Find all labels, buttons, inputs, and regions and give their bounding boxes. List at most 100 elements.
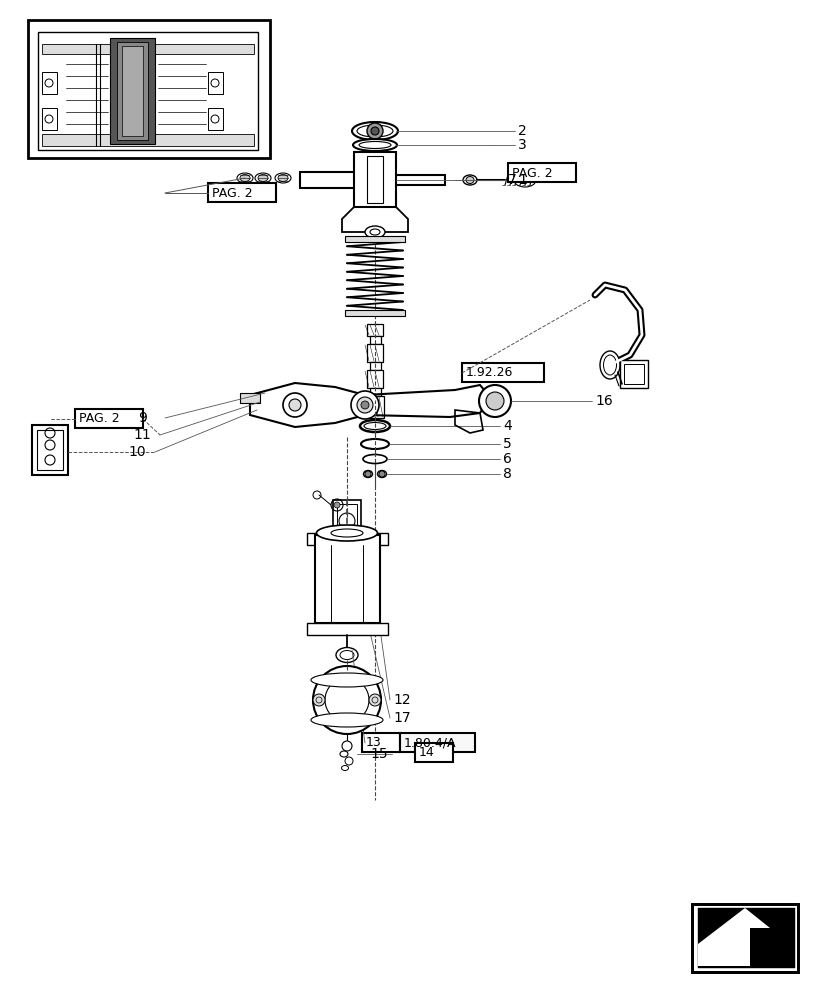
Bar (345, 236, 404, 242)
Ellipse shape (363, 471, 372, 478)
Circle shape (313, 666, 380, 734)
Bar (307, 533, 388, 545)
Bar (366, 344, 383, 362)
Bar (414, 743, 452, 762)
Text: 17: 17 (393, 711, 410, 725)
Circle shape (479, 385, 510, 417)
Ellipse shape (278, 175, 288, 182)
Text: 2: 2 (518, 124, 526, 138)
Bar (691, 904, 797, 972)
Text: 13: 13 (366, 736, 381, 750)
Bar (366, 324, 383, 336)
Text: 3: 3 (518, 138, 526, 152)
Circle shape (366, 123, 383, 139)
Bar (691, 904, 797, 972)
Circle shape (379, 471, 385, 477)
Bar (624, 364, 643, 384)
Bar (366, 396, 384, 418)
Bar (32, 425, 68, 475)
Text: 1.92.26: 1.92.26 (466, 366, 513, 379)
Bar (370, 362, 380, 370)
Bar (619, 360, 648, 388)
Circle shape (345, 757, 352, 765)
Circle shape (361, 401, 369, 409)
Ellipse shape (365, 226, 385, 238)
Bar (366, 370, 383, 388)
Text: 7: 7 (508, 173, 516, 187)
Bar (240, 393, 260, 403)
Bar (354, 152, 395, 207)
Ellipse shape (362, 454, 386, 464)
Text: 10: 10 (128, 445, 146, 459)
Ellipse shape (361, 439, 389, 449)
Ellipse shape (600, 351, 619, 379)
Text: 16: 16 (595, 394, 612, 408)
Circle shape (313, 694, 325, 706)
Bar (42, 72, 57, 94)
Bar (42, 108, 57, 130)
Ellipse shape (360, 420, 390, 432)
Bar (345, 310, 404, 316)
Polygon shape (697, 908, 769, 966)
Bar (461, 363, 543, 382)
Text: 1.80.4/A: 1.80.4/A (404, 736, 456, 750)
Bar (307, 623, 388, 635)
Ellipse shape (466, 177, 473, 184)
Text: 14: 14 (418, 746, 434, 760)
Text: 9: 9 (138, 411, 146, 425)
Text: PAG. 2: PAG. 2 (511, 167, 552, 180)
Bar (208, 108, 222, 130)
Ellipse shape (240, 175, 250, 182)
Ellipse shape (336, 648, 357, 662)
Bar (110, 38, 155, 144)
Bar (28, 20, 270, 158)
Text: 4: 4 (502, 419, 511, 433)
Bar (399, 733, 475, 752)
Ellipse shape (377, 471, 386, 478)
Bar (208, 183, 275, 202)
Circle shape (289, 399, 301, 411)
Circle shape (369, 694, 380, 706)
Circle shape (365, 471, 370, 477)
Ellipse shape (311, 713, 383, 727)
Ellipse shape (258, 175, 268, 182)
Circle shape (370, 127, 379, 135)
Bar (314, 535, 380, 623)
Text: 6: 6 (502, 452, 511, 466)
Circle shape (283, 393, 307, 417)
Text: PAG. 2: PAG. 2 (79, 412, 119, 426)
Bar (508, 163, 576, 182)
Ellipse shape (340, 751, 347, 757)
Text: PAG. 2: PAG. 2 (212, 187, 252, 200)
Bar (122, 46, 143, 136)
Text: 5: 5 (502, 437, 511, 451)
Circle shape (356, 397, 372, 413)
Bar (38, 32, 258, 150)
Bar (42, 44, 254, 54)
Ellipse shape (352, 139, 396, 151)
Text: 1: 1 (518, 173, 526, 187)
Polygon shape (697, 908, 794, 968)
Ellipse shape (311, 673, 383, 687)
Text: 15: 15 (370, 747, 387, 761)
Bar (208, 72, 222, 94)
Text: 8: 8 (502, 467, 511, 481)
Circle shape (485, 392, 504, 410)
Circle shape (342, 741, 351, 751)
Bar (117, 42, 148, 140)
Circle shape (333, 502, 340, 508)
Text: 11: 11 (133, 428, 151, 442)
Bar (370, 336, 380, 344)
Circle shape (351, 391, 379, 419)
Ellipse shape (351, 122, 398, 140)
Ellipse shape (316, 525, 377, 541)
Bar (42, 134, 254, 146)
Bar (337, 504, 356, 531)
Text: 12: 12 (393, 693, 410, 707)
Bar (75, 409, 143, 428)
Bar (37, 430, 63, 470)
Bar (370, 388, 380, 396)
Ellipse shape (341, 766, 348, 770)
Bar (361, 733, 399, 752)
Bar (332, 500, 361, 535)
